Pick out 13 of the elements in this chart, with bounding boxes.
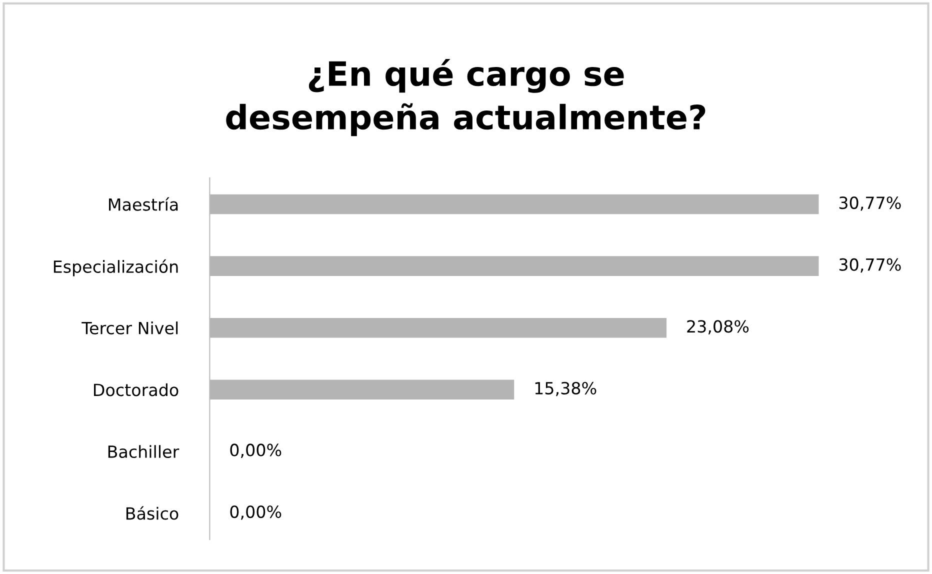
data-label: 30,77%: [839, 196, 901, 211]
data-label: 30,77%: [839, 258, 901, 273]
data-label: 0,00%: [230, 505, 282, 520]
data-label: 15,38%: [535, 382, 596, 396]
data-label: 23,08%: [687, 320, 749, 334]
data-label: 0,00%: [230, 444, 282, 458]
y-tick-label: Tercer Nivel: [82, 322, 178, 334]
y-tick-label: Especialización: [54, 259, 178, 276]
y-tick-label: Básico: [126, 506, 178, 520]
y-tick-label: Maestría: [109, 197, 178, 211]
y-tick-label: Doctorado: [94, 383, 178, 396]
chart-title: ¿En qué cargo se desempeña actualmente?: [226, 59, 706, 136]
y-tick-label: Bachiller: [108, 445, 180, 458]
